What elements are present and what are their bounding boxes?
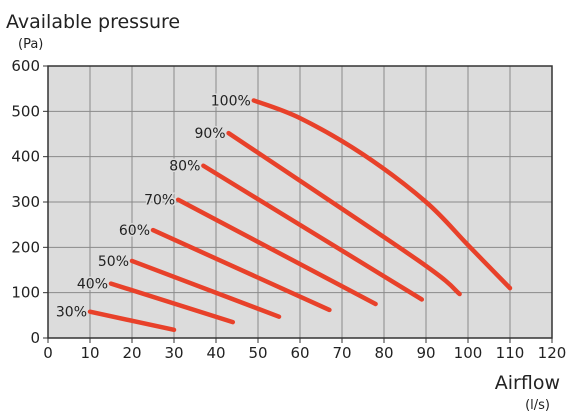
x-tick-label: 120 [538,344,567,362]
series-line-50 [129,258,282,319]
x-tick-label: 60 [290,344,309,362]
x-tick-label: 50 [248,344,267,362]
series-label-80: 80% [169,159,200,175]
x-tick-label: 30 [164,344,183,362]
series-label-100: 100% [211,93,251,109]
chart-title: Available pressure [6,11,180,33]
x-tick-label: 70 [332,344,351,362]
series-line-60 [150,227,332,313]
x-axis-ticks: 0 10 20 30 40 50 60 70 80 90 100 110 120 [43,338,566,362]
x-tick-label: 100 [454,344,483,362]
series-label-60: 60% [119,223,150,239]
x-tick-label: 0 [43,344,53,362]
x-tick-label: 90 [416,344,435,362]
x-tick-label: 20 [122,344,141,362]
x-axis-label: Airflow [495,372,560,394]
series-label-70: 70% [144,193,175,209]
y-tick-label: 300 [11,193,40,211]
y-tick-label: 0 [30,329,40,347]
series-label-30: 30% [56,305,87,321]
y-tick-label: 200 [11,238,40,256]
x-tick-label: 10 [80,344,99,362]
x-tick-label: 110 [496,344,525,362]
y-tick-label: 400 [11,148,40,166]
plot-frame [47,65,553,339]
y-tick-label: 600 [11,57,40,75]
series-label-90: 90% [194,126,225,142]
x-axis-unit: (l/s) [525,398,550,412]
series-line-90 [226,130,462,297]
y-axis-ticks: 0 100 200 300 400 500 600 [11,57,48,347]
y-tick-label: 500 [11,102,40,120]
y-tick-label: 100 [11,284,40,302]
series-line-80 [201,163,425,302]
series-label-50: 50% [98,254,129,270]
series-group: 30% 40% 50% 60% 70% 80% 90% 100% [54,92,513,333]
series-label-40: 40% [77,277,108,293]
x-tick-label: 40 [206,344,225,362]
series-line-70 [175,197,378,307]
series-line-30 [87,309,177,333]
series-line-40 [108,281,236,325]
x-tick-label: 80 [374,344,393,362]
y-axis-unit: (Pa) [18,37,43,52]
series-line-100 [251,98,513,291]
